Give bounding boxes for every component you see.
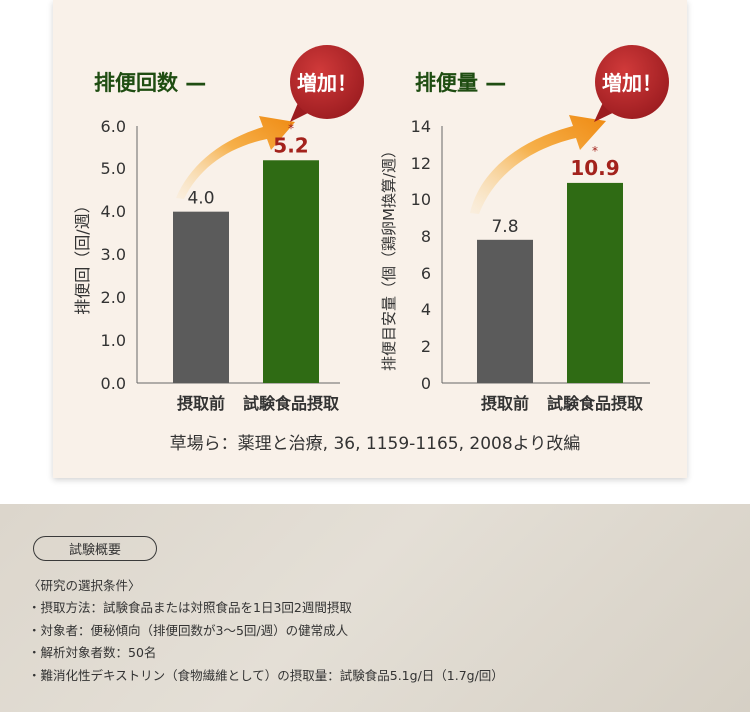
chart-title: 排便量 — [415,71,506,95]
x-category-label: 試験食品摂取 [547,394,643,413]
citation: 草場ら：薬理と治療, 36, 1159-1165, 2008より改編 [169,434,581,454]
x-category-label: 摂取前 [177,394,225,413]
y-tick-label: 0 [421,374,431,393]
y-tick-label: 14 [411,117,431,136]
y-axis-label: 排便目安量（個（鶏卵M換算/週） [380,143,398,371]
condition-item: ・摂取方法：試験食品または対照食品を1日3回2週間摂取 [28,600,352,616]
y-tick-label: 12 [411,154,431,173]
y-tick-label: 0.0 [101,374,126,393]
y-tick-label: 2.0 [101,288,126,307]
value-label-test-food: 5.2 [273,133,308,157]
condition-item: ・対象者：便秘傾向（排便回数が3〜5回/週）の健常成人 [28,622,349,638]
increase-badge: 増加！ [594,45,669,122]
y-tick-label: 3.0 [101,245,126,264]
summary-pill-label: 試験概要 [33,536,157,561]
increase-arrow [470,115,606,214]
value-label-test-food: 10.9 [570,156,619,180]
y-tick-label: 4.0 [101,202,126,221]
y-axis-ticks: 0.0 1.0 2.0 3.0 4.0 5.0 6.0 [101,117,126,393]
charts-svg: 排便回数 — 増加！ 0.0 1.0 2.0 3.0 4.0 5.0 6.0 排… [73,45,669,413]
y-tick-label: 1.0 [101,331,126,350]
badge-label: 増加！ [297,71,357,95]
x-category-label: 試験食品摂取 [243,394,339,413]
y-axis-ticks: 0 2 4 6 8 10 12 14 [411,117,431,393]
y-tick-label: 5.0 [101,159,126,178]
y-tick-label: 8 [421,227,431,246]
chart-stool-frequency: 排便回数 — 増加！ 0.0 1.0 2.0 3.0 4.0 5.0 6.0 排… [73,45,364,413]
bar-before [477,239,533,383]
significance-mark: * [592,144,598,158]
y-tick-label: 10 [411,190,431,209]
conditions-heading: 〈研究の選択条件〉 [28,578,141,593]
y-axis-label: 排便回（回/週） [73,197,92,314]
condition-item: ・難消化性デキストリン（食物繊維として）の摂取量：試験食品5.1g/日（1.7g… [28,667,504,683]
increase-arrow [176,116,295,199]
badge-label: 増加！ [602,71,662,95]
increase-badge: 増加！ [290,45,364,122]
y-tick-label: 4 [421,300,431,319]
y-tick-label: 6.0 [101,117,126,136]
condition-item: ・解析対象者数：50名 [28,645,157,661]
selection-conditions: 〈研究の選択条件〉 ・摂取方法：試験食品または対照食品を1日3回2週間摂取 ・対… [28,575,504,687]
value-label-before: 4.0 [187,189,214,209]
bar-before [173,211,229,383]
significance-mark: * [288,121,294,135]
chart-title: 排便回数 — [94,71,206,95]
bar-test-food [567,182,623,383]
value-label-before: 7.8 [491,217,518,237]
chart-stool-volume: 排便量 — 増加！ 0 2 4 6 8 10 12 14 排便目安量（個（鶏卵M… [380,45,669,413]
y-tick-label: 6 [421,264,431,283]
y-tick-label: 2 [421,337,431,356]
summary-section [0,504,750,712]
bar-test-food [263,160,319,383]
x-category-label: 摂取前 [481,394,529,413]
